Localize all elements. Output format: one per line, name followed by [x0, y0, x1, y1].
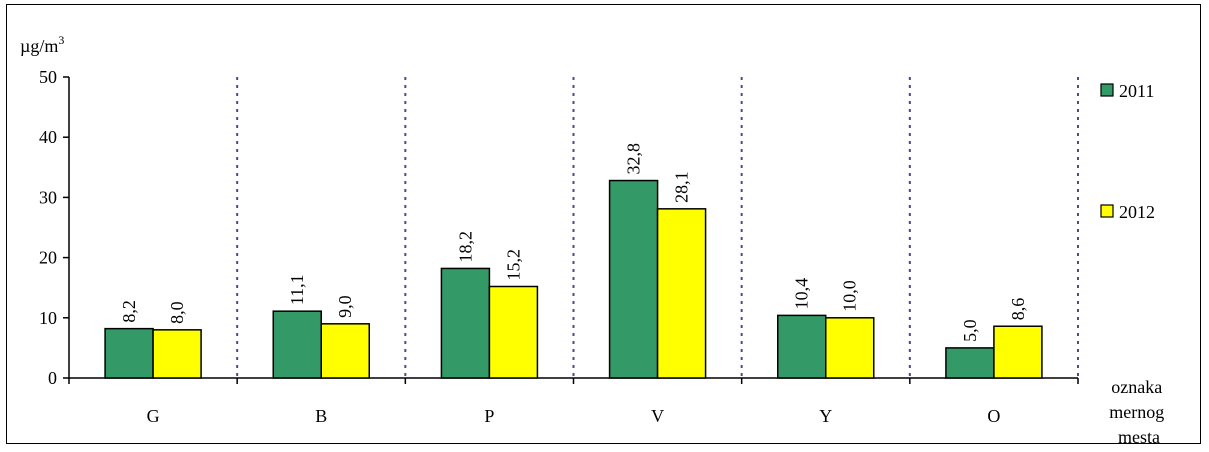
y-tick-label: 50: [39, 67, 57, 87]
bar-2012-P: [488, 285, 539, 379]
y-tick-label: 0: [48, 368, 57, 388]
data-label: 9,0: [335, 295, 355, 318]
data-label: 10,4: [792, 278, 812, 310]
bar-2012-O: [993, 325, 1043, 379]
data-label: 32,8: [624, 143, 644, 175]
legend-swatch: [1100, 204, 1114, 218]
y-tick-label: 30: [39, 187, 57, 207]
bar-2012-G: [152, 329, 202, 379]
bar-2012-V: [656, 208, 707, 379]
data-label: 11,1: [287, 274, 307, 305]
y-axis: 0 10 20 30 40 50: [39, 67, 70, 388]
data-label: 5,0: [960, 319, 980, 342]
bar-2011-O: [945, 347, 995, 379]
y-tick-label: 40: [39, 127, 57, 147]
x-axis-title-line: oznaka: [1111, 377, 1162, 397]
bar-2011-B: [272, 310, 322, 379]
x-axis-title-line: mesta: [1118, 427, 1160, 447]
data-label: 8,0: [167, 301, 187, 324]
x-tick-label: P: [484, 406, 494, 426]
data-label: 10,0: [840, 280, 860, 312]
data-label: 8,2: [119, 300, 139, 323]
bar-2012-B: [320, 323, 370, 379]
data-label: 8,6: [1008, 298, 1028, 321]
x-tick-label: Y: [819, 406, 832, 426]
x-axis-title-line: mernog: [1109, 402, 1164, 422]
x-tick-label: V: [651, 406, 664, 426]
x-axis-title: oznaka mernog mesta: [1109, 377, 1168, 447]
data-label: 28,1: [672, 171, 692, 203]
legend-label: 2011: [1119, 81, 1154, 101]
data-label: 18,2: [455, 231, 475, 263]
x-tick-label: B: [315, 406, 327, 426]
y-tick-label: 10: [39, 308, 57, 328]
legend-label: 2012: [1119, 202, 1155, 222]
bar-2012-Y: [825, 317, 875, 379]
legend: 2011 2012: [1100, 81, 1155, 222]
bar-2011-P: [440, 267, 491, 379]
y-tick-label: 20: [39, 248, 57, 268]
x-tick-label: O: [987, 406, 1000, 426]
bar-2011-G: [104, 327, 154, 379]
data-label: 15,2: [503, 249, 523, 281]
y-unit-label: µg/m3: [20, 33, 64, 56]
legend-swatch: [1100, 83, 1114, 97]
bar-2011-Y: [777, 314, 827, 379]
x-tick-label: G: [147, 406, 160, 426]
data-labels: 8,2 8,0 11,1 9,0 18,2 15,2 32,8 28,1 10,4 10,0 5,0…: [119, 143, 1028, 342]
bar-2011-V: [608, 179, 659, 379]
bars: [104, 179, 1043, 379]
category-separators: [236, 77, 1079, 378]
